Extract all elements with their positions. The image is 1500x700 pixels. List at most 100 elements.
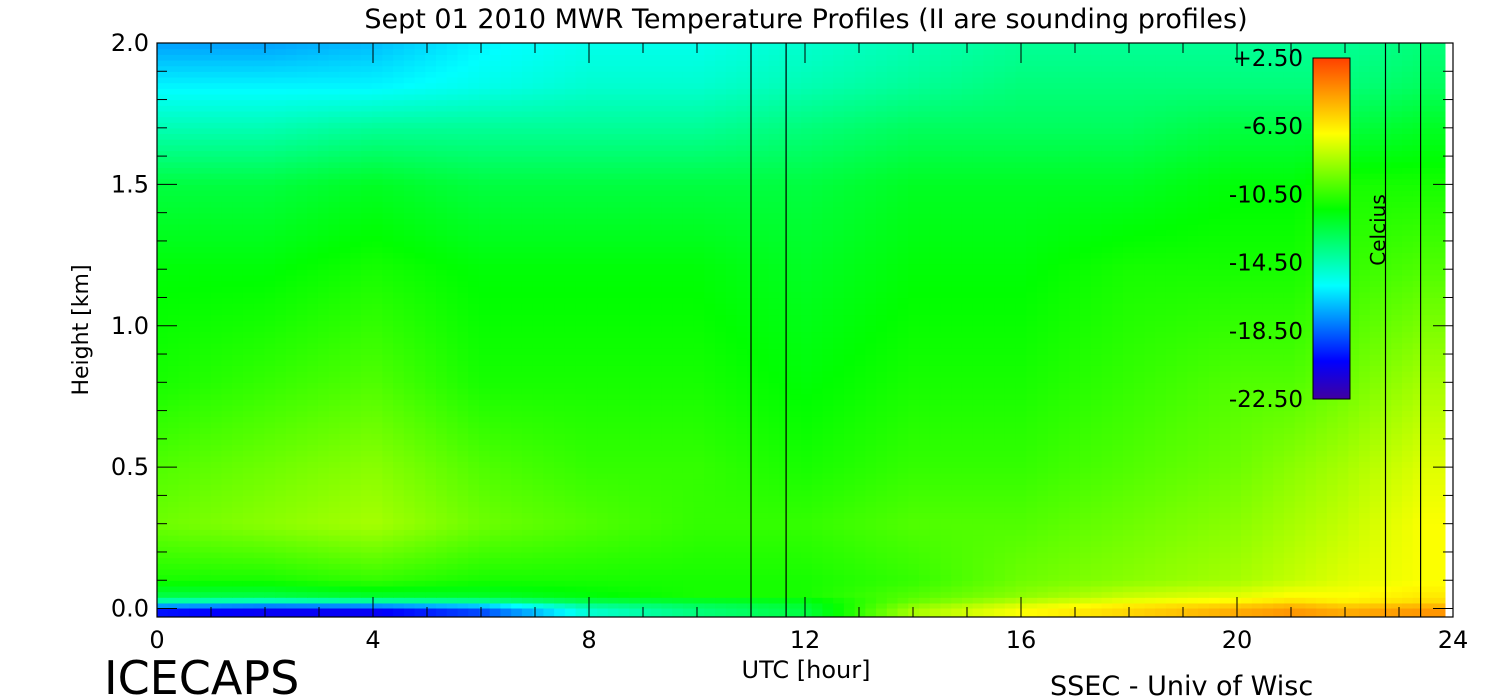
heatmap-cell bbox=[790, 438, 802, 446]
heatmap-cell bbox=[1294, 467, 1306, 474]
heatmap-cell bbox=[1004, 602, 1017, 610]
heatmap-cell bbox=[275, 585, 287, 593]
heatmap-cell bbox=[317, 602, 330, 610]
heatmap-cell bbox=[1090, 597, 1103, 604]
heatmap-cell bbox=[1391, 478, 1403, 485]
heatmap-cell bbox=[393, 535, 405, 542]
heatmap-cell bbox=[854, 438, 866, 446]
heatmap-cell bbox=[715, 410, 727, 417]
heatmap-cell bbox=[908, 574, 920, 581]
heatmap-cell bbox=[554, 484, 566, 491]
heatmap-cell bbox=[500, 585, 512, 593]
heatmap-cell bbox=[1187, 421, 1199, 429]
heatmap-cell bbox=[1262, 523, 1274, 530]
heatmap-cell bbox=[661, 551, 673, 559]
heatmap-cell bbox=[672, 438, 684, 446]
heatmap-cell bbox=[586, 512, 598, 519]
heatmap-cell bbox=[371, 416, 383, 423]
heatmap-cell bbox=[897, 404, 909, 412]
heatmap-cell bbox=[1165, 472, 1178, 480]
heatmap-cell bbox=[1122, 382, 1135, 389]
heatmap-cell bbox=[328, 506, 341, 513]
heatmap-cell bbox=[672, 371, 684, 378]
heatmap-cell bbox=[1165, 467, 1178, 474]
heatmap-cell bbox=[500, 416, 512, 423]
heatmap-cell bbox=[360, 410, 373, 417]
heatmap-cell bbox=[1133, 557, 1145, 564]
heatmap-cell bbox=[210, 438, 222, 446]
heatmap-cell bbox=[929, 551, 942, 559]
heatmap-cell bbox=[1047, 416, 1060, 423]
heatmap-cell bbox=[285, 512, 298, 519]
heatmap-cell bbox=[768, 602, 781, 610]
heatmap-cell bbox=[1380, 501, 1392, 508]
heatmap-cell bbox=[232, 501, 244, 508]
heatmap-cell bbox=[1047, 501, 1060, 508]
heatmap-cell bbox=[1240, 568, 1253, 576]
heatmap-cell bbox=[521, 433, 534, 440]
heatmap-cell bbox=[1240, 551, 1253, 559]
heatmap-cell bbox=[478, 512, 491, 519]
heatmap-cell bbox=[339, 433, 351, 440]
heatmap-cell bbox=[521, 501, 534, 508]
heatmap-cell bbox=[854, 467, 866, 474]
heatmap-cell bbox=[1337, 433, 1349, 440]
heatmap-cell bbox=[382, 591, 394, 598]
heatmap-cell bbox=[446, 489, 459, 497]
heatmap-cell bbox=[1434, 568, 1446, 576]
heatmap-cell bbox=[1090, 523, 1103, 530]
heatmap-cell bbox=[650, 568, 663, 576]
heatmap-cell bbox=[1348, 563, 1360, 570]
heatmap-cell bbox=[489, 399, 502, 406]
heatmap-cell bbox=[468, 568, 480, 576]
heatmap-cell bbox=[1273, 495, 1285, 502]
heatmap-cell bbox=[1112, 387, 1124, 395]
heatmap-cell bbox=[339, 427, 351, 434]
heatmap-cell bbox=[242, 455, 255, 463]
heatmap-cell bbox=[693, 461, 705, 468]
heatmap-cell bbox=[1069, 591, 1081, 598]
heatmap-cell bbox=[908, 501, 920, 508]
heatmap-cell bbox=[436, 455, 448, 463]
heatmap-cell bbox=[350, 399, 362, 406]
heatmap-cell bbox=[1090, 421, 1103, 429]
heatmap-cell bbox=[811, 585, 824, 593]
heatmap-cell bbox=[597, 467, 609, 474]
heatmap-cell bbox=[1380, 393, 1392, 400]
heatmap-cell bbox=[661, 484, 673, 491]
heatmap-cell bbox=[758, 393, 770, 400]
heatmap-cell bbox=[167, 410, 180, 417]
heatmap-cell bbox=[1198, 404, 1210, 412]
heatmap-cell bbox=[586, 557, 598, 564]
heatmap-cell bbox=[1133, 602, 1145, 610]
heatmap-cell bbox=[457, 421, 469, 429]
heatmap-cell bbox=[221, 404, 233, 412]
heatmap-cell bbox=[693, 512, 705, 519]
heatmap-cell bbox=[489, 574, 502, 581]
heatmap-cell bbox=[725, 416, 738, 423]
heatmap-cell bbox=[972, 393, 984, 400]
heatmap-cell bbox=[521, 563, 534, 570]
heatmap-cell bbox=[1273, 585, 1285, 593]
heatmap-cell bbox=[1165, 568, 1178, 576]
heatmap-cell bbox=[983, 484, 995, 491]
heatmap-cell bbox=[865, 591, 877, 598]
heatmap-cell bbox=[554, 568, 566, 576]
heatmap-cell bbox=[1230, 489, 1242, 497]
heatmap-cell bbox=[554, 580, 566, 587]
heatmap-cell bbox=[1391, 489, 1403, 497]
heatmap-cell bbox=[189, 591, 201, 598]
heatmap-cell bbox=[854, 376, 866, 383]
heatmap-cell bbox=[1262, 472, 1274, 480]
heatmap-cell bbox=[350, 444, 362, 451]
heatmap-cell bbox=[478, 523, 491, 530]
heatmap-cell bbox=[1198, 535, 1210, 542]
heatmap-cell bbox=[1047, 529, 1060, 536]
heatmap-cell bbox=[800, 506, 813, 513]
heatmap-cell bbox=[157, 580, 169, 587]
heatmap-cell bbox=[629, 523, 641, 530]
heatmap-cell bbox=[436, 421, 448, 429]
heatmap-cell bbox=[629, 602, 641, 610]
heatmap-cell bbox=[382, 433, 394, 440]
heatmap-cell bbox=[779, 399, 791, 406]
